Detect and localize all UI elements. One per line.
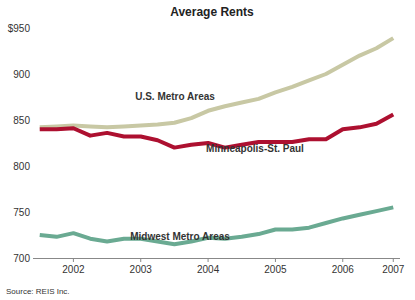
series-line: [40, 207, 394, 244]
x-tick: [393, 258, 394, 262]
x-axis-line: [33, 258, 400, 259]
x-tick-label: 2002: [62, 264, 85, 275]
y-tick-label: $950: [8, 23, 31, 34]
y-tick-label: 850: [13, 115, 30, 126]
x-tick: [275, 258, 276, 262]
chart: Average Rents 700 750 800 850 900 $950 2002 2003…: [0, 0, 415, 300]
x-tick-label: 2007: [382, 264, 405, 275]
x-tick-label: 2006: [332, 264, 355, 275]
x-tick: [73, 258, 74, 262]
y-tick-label: 750: [13, 207, 30, 218]
x-tick: [140, 258, 141, 262]
series-label: U.S. Metro Areas: [135, 91, 215, 102]
x-tick-label: 2003: [130, 264, 153, 275]
source: Source: REIS Inc.: [6, 287, 70, 296]
series-label: Midwest Metro Areas: [130, 231, 230, 242]
x-tick-label: 2005: [264, 264, 287, 275]
x-tick: [342, 258, 343, 262]
y-tick-label: 800: [13, 161, 30, 172]
series-line: [40, 38, 394, 127]
title: Average Rents: [170, 5, 254, 19]
series-label: Minneapolis-St. Paul: [206, 143, 304, 154]
x-tick-label: 2004: [197, 264, 220, 275]
chart-container: Average Rents 700 750 800 850 900 $950 2002 2003…: [0, 0, 415, 300]
y-tick-label: 900: [13, 69, 30, 80]
plot-area: [40, 38, 394, 244]
x-tick: [208, 258, 209, 262]
y-tick-label: 700: [13, 253, 30, 264]
